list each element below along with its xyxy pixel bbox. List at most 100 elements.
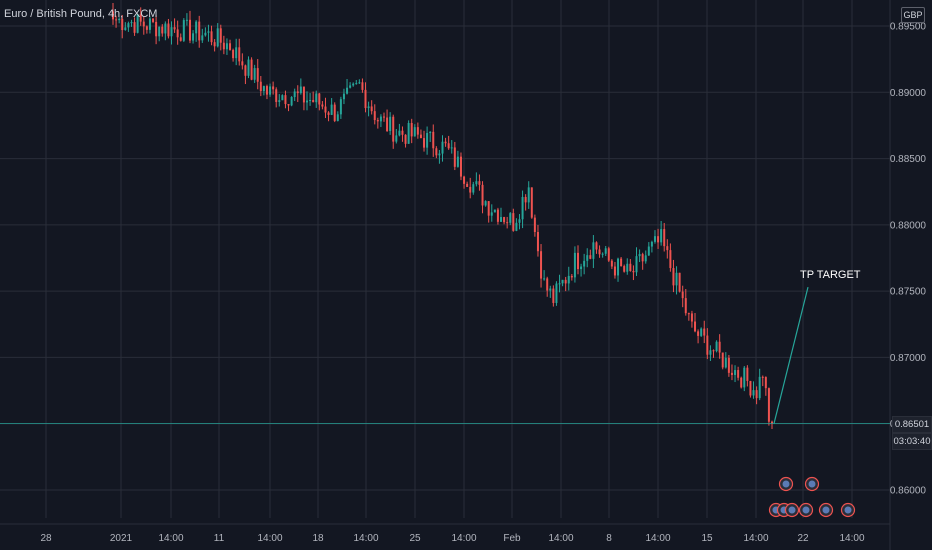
candle-body — [262, 86, 265, 92]
candle-body — [700, 328, 703, 336]
candle-body — [229, 43, 232, 50]
candle-body — [225, 43, 228, 50]
candle-body — [500, 217, 503, 222]
x-tick-label: 25 — [409, 533, 421, 544]
candle-body — [179, 37, 182, 41]
candle-body — [450, 147, 453, 149]
candle-body — [629, 263, 632, 271]
candle-body — [426, 133, 429, 148]
candle-body — [318, 93, 321, 105]
candle-body — [715, 341, 718, 352]
candle-body — [527, 187, 530, 203]
candle-body — [697, 331, 700, 336]
x-tick-label: 14:00 — [743, 533, 768, 544]
y-tick-label: 0.88500 — [890, 154, 927, 165]
candle-body — [413, 127, 416, 137]
candle-body — [441, 141, 444, 154]
candle-body — [558, 283, 561, 285]
tp-target-line[interactable] — [773, 286, 809, 424]
candle-body — [644, 255, 647, 262]
candle-body — [358, 82, 361, 84]
candle-body — [463, 176, 466, 184]
candle-body — [376, 120, 379, 122]
candle-body — [346, 87, 349, 94]
candle-body — [167, 23, 170, 37]
candle-body — [669, 250, 672, 269]
candle-body — [601, 253, 604, 255]
x-tick-label: 11 — [214, 533, 225, 544]
candle-body — [595, 242, 598, 250]
candle-body — [269, 86, 272, 95]
candle-body — [152, 18, 155, 22]
candle-body — [352, 83, 355, 86]
candle-body — [459, 156, 462, 177]
candle-body — [213, 42, 216, 47]
x-tick-label: 14:00 — [353, 533, 378, 544]
gridlines — [0, 0, 891, 550]
candle-body — [250, 59, 253, 80]
candle-body — [456, 156, 459, 167]
candle-body — [469, 186, 472, 193]
candle-body — [232, 49, 235, 59]
candle-body — [253, 68, 256, 80]
candle-body — [130, 22, 133, 24]
candle-body — [272, 86, 275, 90]
candle-body — [718, 341, 721, 353]
candle-body — [487, 201, 490, 216]
candle-body — [650, 241, 653, 247]
x-tick-label: 8 — [606, 533, 612, 544]
candle-body — [407, 123, 410, 144]
candle-body — [475, 181, 478, 185]
candle-body — [127, 23, 130, 28]
candle-body — [247, 59, 250, 76]
candle-body — [564, 279, 567, 284]
candle-body — [309, 100, 312, 102]
currency-badge[interactable]: GBP — [901, 7, 925, 23]
candle-body — [771, 421, 773, 424]
candle-body — [623, 266, 626, 272]
x-tick-label: 22 — [797, 533, 809, 544]
candle-body — [444, 141, 447, 144]
candle-body — [265, 86, 268, 95]
x-tick-label: 28 — [40, 533, 52, 544]
candle-body — [192, 33, 195, 41]
candle-body — [666, 246, 669, 251]
candle-body — [429, 131, 432, 134]
event-markers[interactable] — [768, 476, 856, 518]
candle-body — [509, 213, 512, 223]
candle-body — [540, 251, 543, 279]
y-tick-label: 0.89500 — [890, 22, 927, 33]
candle-body — [386, 117, 389, 131]
candle-body — [148, 18, 151, 30]
chart-title: Euro / British Pound, 4h, FXCM — [4, 8, 158, 20]
x-tick-label: 14:00 — [839, 533, 864, 544]
candle-body — [663, 229, 666, 247]
candle-body — [423, 138, 426, 148]
candle-body — [620, 258, 623, 267]
candle-body — [490, 212, 493, 216]
candle-body — [604, 248, 607, 254]
candle-body — [638, 254, 641, 257]
candle-body — [758, 376, 761, 399]
candle-body — [296, 91, 299, 94]
candle-body — [379, 116, 382, 122]
candle-body — [219, 28, 222, 43]
candle-body — [687, 313, 690, 315]
candle-body — [549, 288, 552, 291]
candle-body — [241, 61, 244, 66]
candle-body — [555, 283, 558, 303]
candle-body — [586, 255, 589, 261]
candle-body — [737, 370, 740, 378]
candle-body — [161, 26, 164, 34]
candle-body — [204, 32, 207, 36]
candle-body — [158, 26, 161, 37]
candle-body — [185, 19, 188, 21]
candle-body — [389, 116, 392, 131]
candle-body — [401, 130, 404, 135]
candle-body — [287, 104, 290, 106]
x-axis-labels: 28 2021 14:00 11 14:00 18 14:00 25 14:00 Feb 14:00… — [40, 533, 865, 544]
candle-body — [521, 196, 524, 220]
candle-body — [447, 143, 450, 149]
candle-body — [552, 288, 555, 303]
